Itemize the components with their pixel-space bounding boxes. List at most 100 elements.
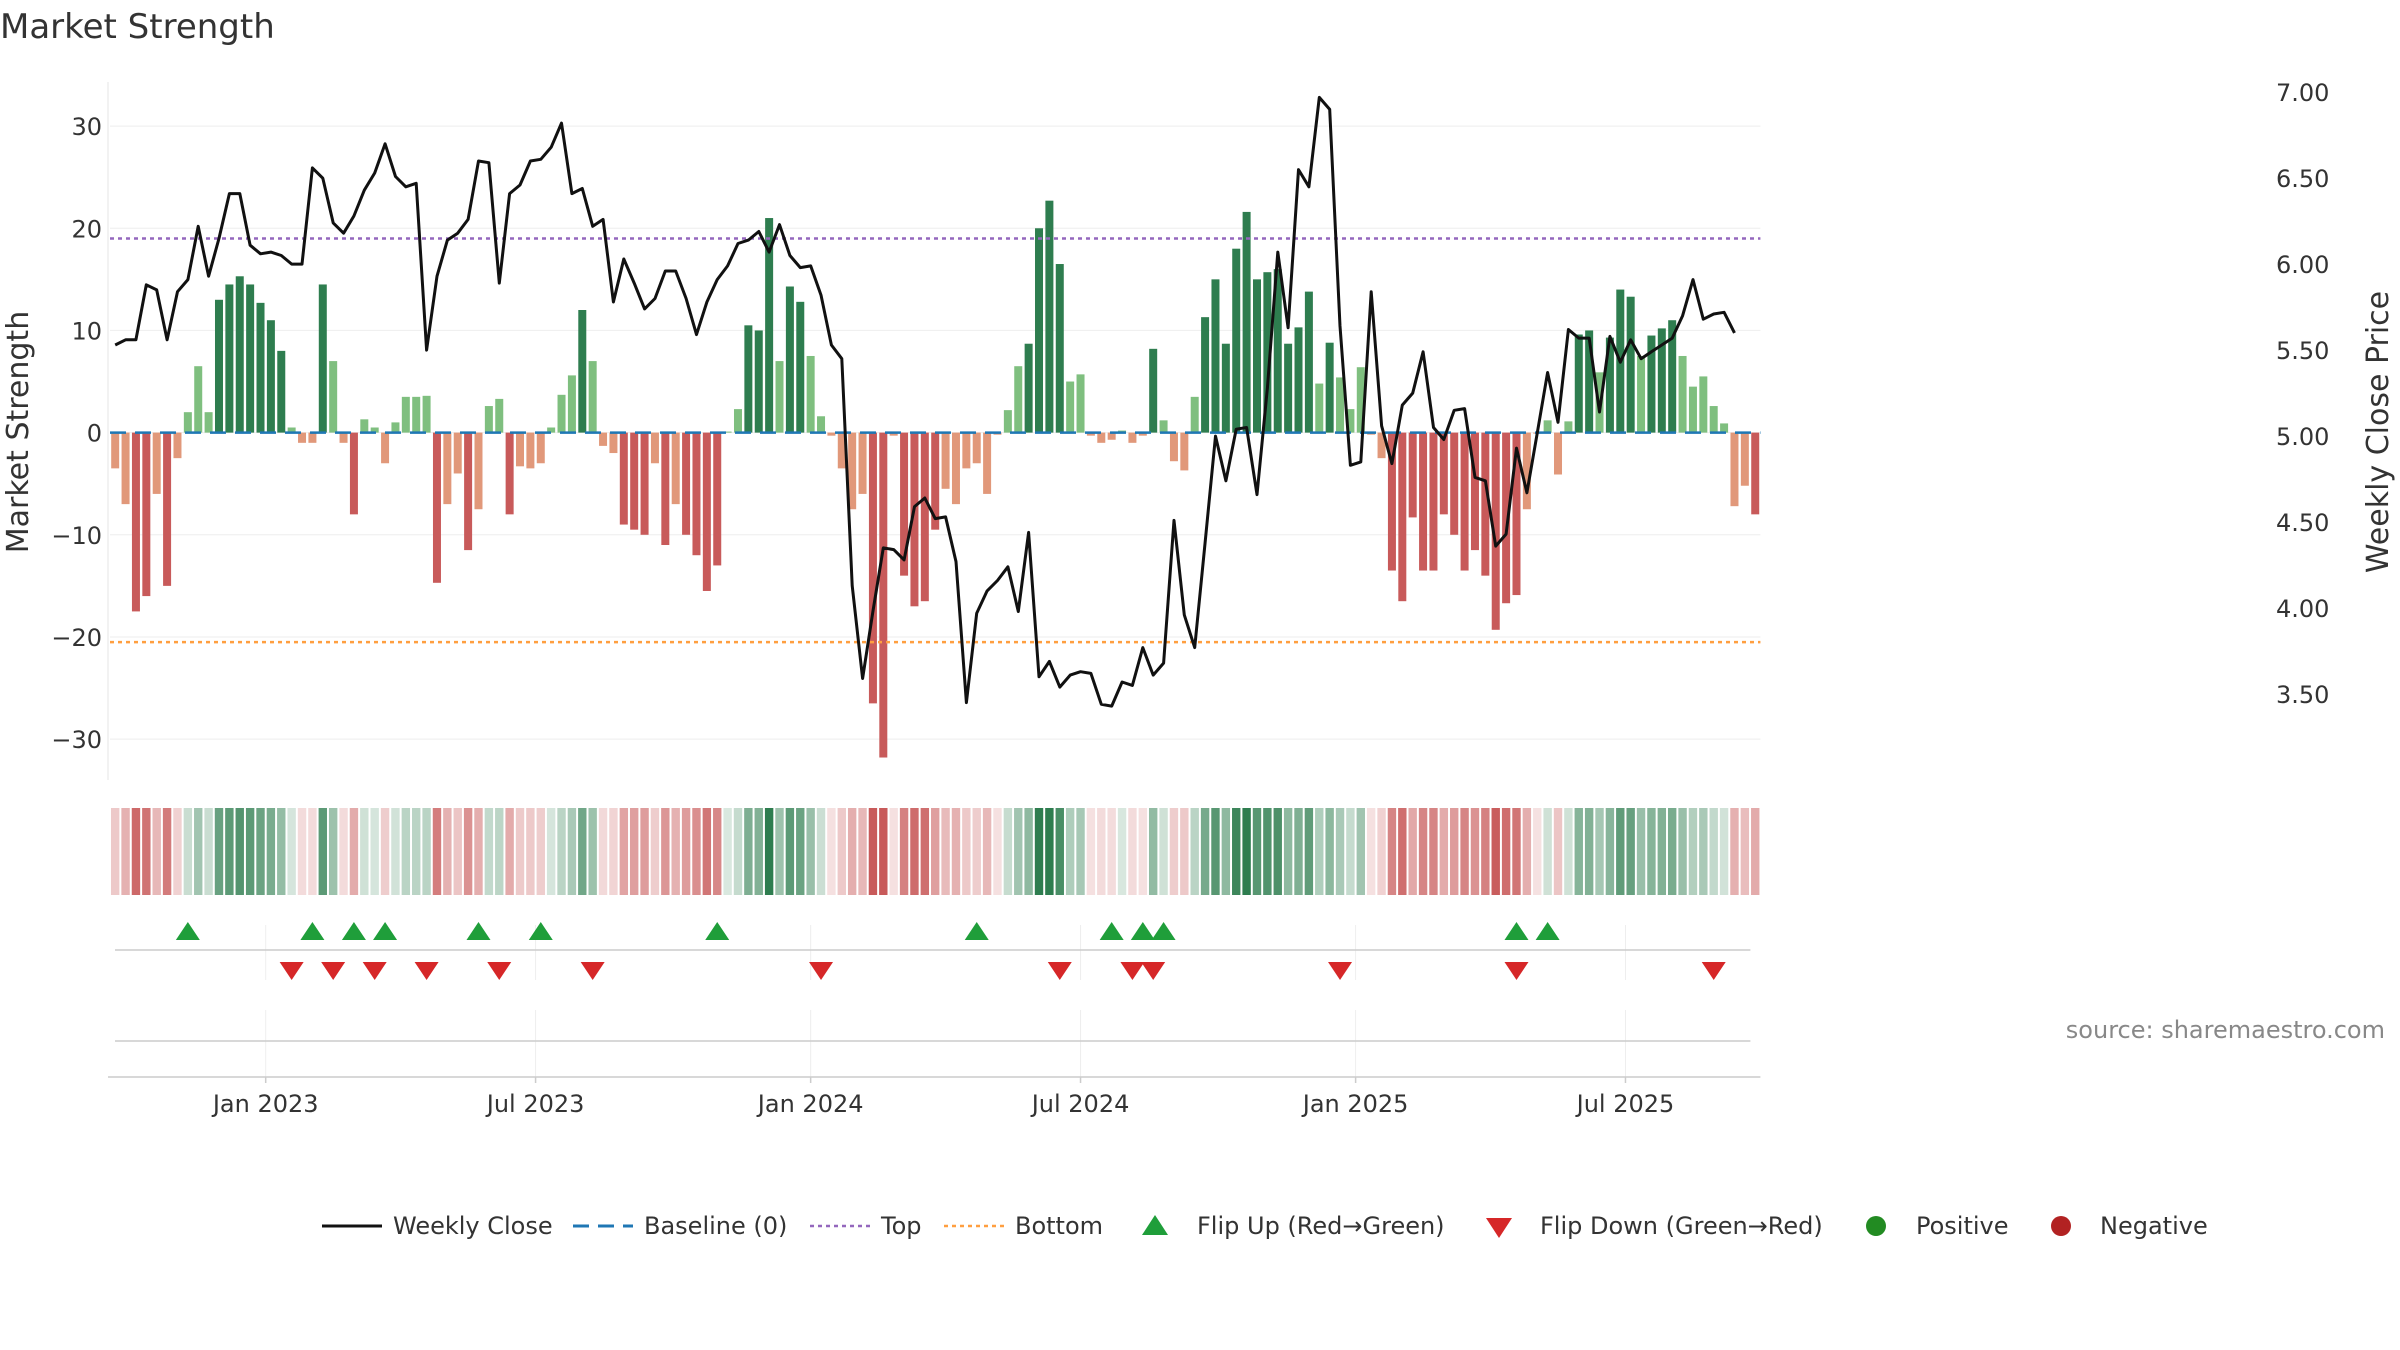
strip-cell — [993, 808, 1002, 895]
strip-cell — [557, 808, 566, 895]
strip-cell — [1574, 808, 1583, 895]
strip-cell — [194, 808, 203, 895]
strength-bar — [516, 432, 525, 467]
strength-bar — [1564, 421, 1573, 433]
strength-bar — [381, 432, 390, 464]
strip-cell — [1325, 808, 1334, 895]
flip-down-marker — [1504, 962, 1529, 980]
strength-bar — [1387, 432, 1396, 571]
strength-bar — [723, 431, 732, 433]
strength-bar — [204, 412, 213, 433]
strip-cell — [1086, 808, 1096, 895]
strength-bar — [1211, 279, 1220, 433]
strip-cell — [1200, 808, 1210, 895]
flip-down-marker — [1701, 962, 1726, 980]
strip-cell — [484, 808, 494, 895]
strength-bar — [837, 432, 846, 469]
strip-cell — [972, 808, 981, 895]
strip-cell — [412, 808, 421, 895]
strength-bar — [817, 416, 826, 433]
strip-cell — [775, 808, 784, 895]
strength-bar — [1626, 296, 1635, 433]
strip-cell — [640, 808, 649, 895]
strength-bar — [1481, 432, 1490, 576]
x-tick-label: Jul 2024 — [1030, 1090, 1130, 1118]
strip-cell — [1014, 808, 1023, 895]
strip-cell — [1450, 808, 1459, 895]
flip-up-marker — [300, 922, 325, 940]
strip-cell — [1699, 808, 1708, 895]
strength-bar — [1450, 432, 1459, 535]
strip-cell — [931, 808, 940, 895]
strip-cell — [495, 808, 504, 895]
strip-cell — [1377, 808, 1386, 895]
strength-bar — [1190, 396, 1199, 433]
strength-bar — [235, 276, 244, 433]
strength-bar — [640, 432, 649, 535]
strength-bar — [1543, 420, 1552, 433]
strength-bar — [1491, 432, 1500, 630]
strip-cell — [619, 808, 629, 895]
x-tick-label: Jan 2023 — [211, 1090, 319, 1118]
strength-bar — [1242, 211, 1251, 433]
strength-bar — [412, 396, 421, 433]
flip-up-marker — [373, 922, 398, 940]
strip-cell — [1232, 808, 1241, 895]
strength-bar — [557, 394, 566, 433]
strip-cell — [837, 808, 846, 895]
strength-bar — [422, 395, 431, 433]
strip-cell — [1616, 808, 1625, 895]
strip-cell — [1065, 808, 1075, 895]
strip-cell — [1180, 808, 1189, 895]
bottom-panel — [108, 1040, 1761, 1078]
strength-bar — [370, 427, 379, 433]
strength-bar — [1076, 374, 1085, 433]
strength-bar — [962, 432, 971, 469]
strip-cell — [546, 808, 556, 895]
strip-cell — [443, 808, 452, 895]
y-tick-label: −20 — [51, 624, 102, 652]
source-note: source: sharemaestro.com — [2066, 1016, 2385, 1044]
legend-top: Top — [880, 1212, 922, 1240]
strip-cell — [1667, 808, 1677, 895]
strength-bar — [1107, 432, 1116, 440]
flip-down-marker — [279, 962, 304, 980]
strip-cell — [339, 808, 348, 895]
strength-bar — [983, 432, 992, 494]
strength-bar — [443, 432, 452, 505]
strip-cell — [121, 808, 130, 895]
strength-bar — [588, 361, 597, 433]
strip-cell — [816, 808, 826, 895]
strength-bar — [1377, 432, 1386, 459]
strip-cell — [1211, 808, 1220, 895]
strip-cell — [733, 808, 743, 895]
legend: Weekly Close Baseline (0) Top Bottom Fli… — [322, 1212, 2208, 1240]
strip-cell — [650, 808, 660, 895]
flip-down-marker — [362, 962, 387, 980]
flip-up-marker — [528, 922, 553, 940]
strip-cell — [982, 808, 992, 895]
strength-bar — [1055, 264, 1064, 433]
strip-cell — [1117, 808, 1127, 895]
strip-cell — [1315, 808, 1324, 895]
strip-cell — [806, 808, 815, 895]
strip-cell — [287, 808, 296, 895]
strength-bar — [671, 432, 680, 505]
strip-cell — [152, 808, 161, 895]
reference-lines — [110, 237, 1761, 644]
strength-bar — [1730, 432, 1739, 507]
strength-bar — [879, 432, 888, 758]
weekly-close-polyline — [114, 95, 1736, 708]
strip-cell — [1003, 808, 1013, 895]
strength-bar — [526, 432, 535, 469]
y2-tick-label: 3.50 — [2276, 681, 2329, 709]
chart-title: Market Strength — [0, 7, 275, 47]
strip-cell — [1688, 808, 1698, 895]
strength-bar — [796, 301, 805, 433]
strength-bar — [713, 432, 722, 566]
strip-cell — [1283, 808, 1293, 895]
strength-bar — [1699, 376, 1708, 433]
strip-cell — [858, 808, 867, 895]
strip-cell — [1107, 808, 1116, 895]
y-axis-label: Market Strength — [1, 311, 36, 553]
